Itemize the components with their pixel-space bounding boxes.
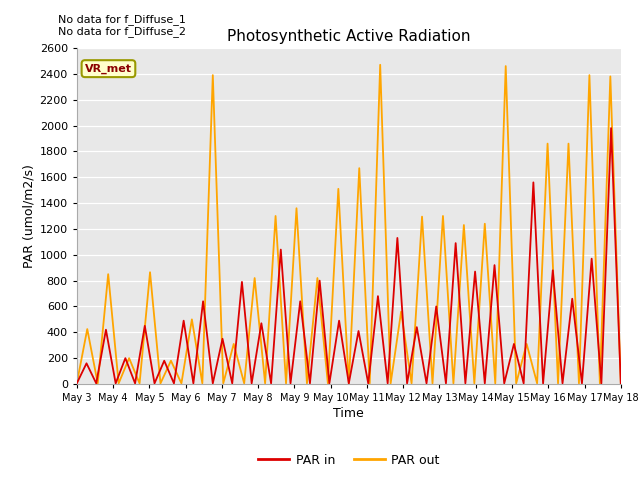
Legend: PAR in, PAR out: PAR in, PAR out — [253, 449, 445, 472]
Text: No data for f_Diffuse_2: No data for f_Diffuse_2 — [58, 25, 186, 36]
X-axis label: Time: Time — [333, 407, 364, 420]
Text: VR_met: VR_met — [85, 63, 132, 74]
Title: Photosynthetic Active Radiation: Photosynthetic Active Radiation — [227, 29, 470, 44]
Text: No data for f_Diffuse_1: No data for f_Diffuse_1 — [58, 13, 186, 24]
Y-axis label: PAR (umol/m2/s): PAR (umol/m2/s) — [22, 164, 35, 268]
